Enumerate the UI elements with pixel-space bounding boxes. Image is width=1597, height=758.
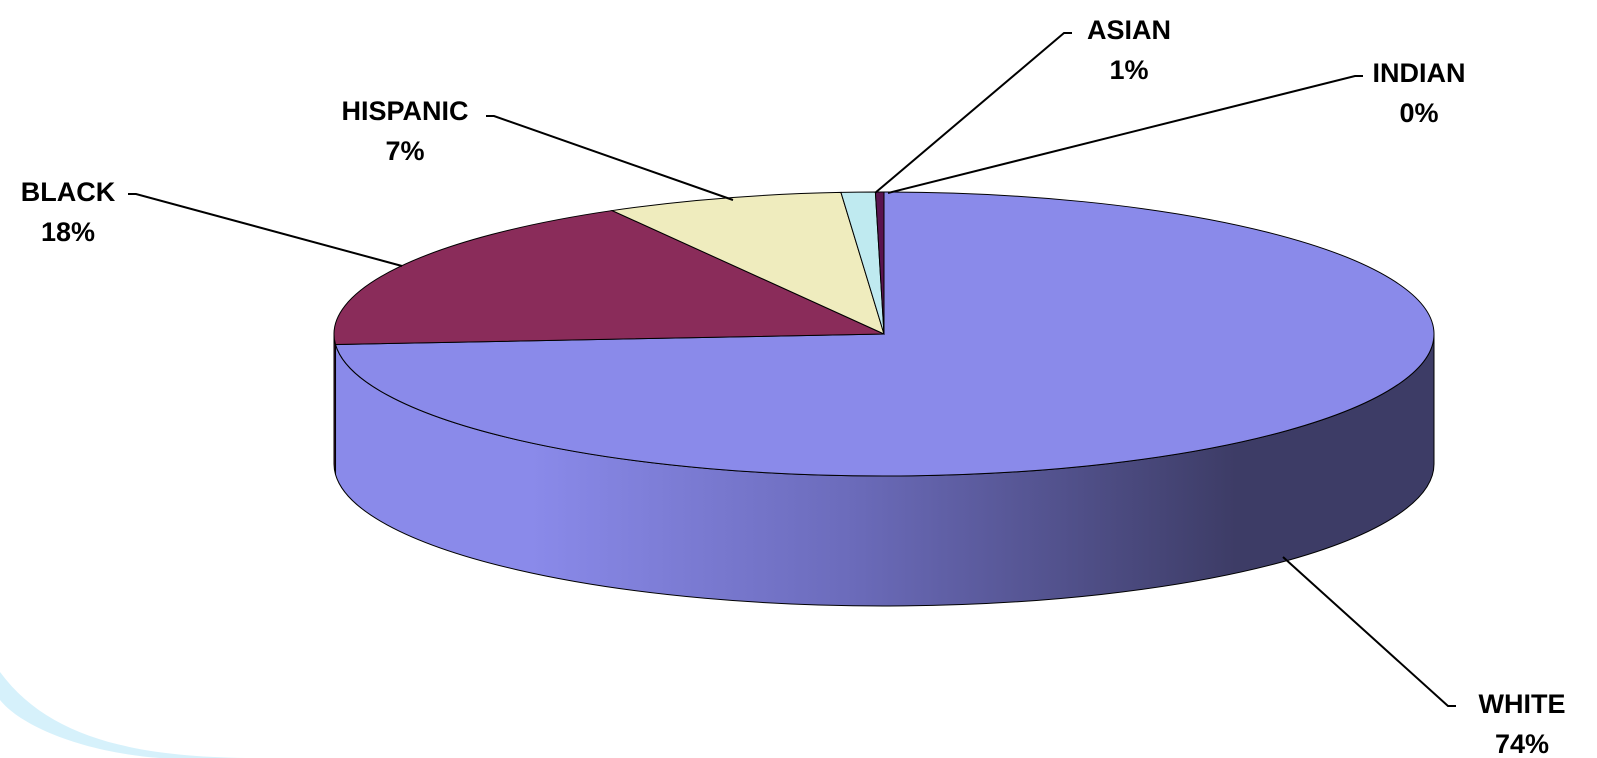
data-label-white-name: WHITE bbox=[1479, 689, 1566, 719]
pie-slice-hispanic bbox=[610, 191, 885, 335]
leader-line-white bbox=[1282, 556, 1456, 707]
data-label-hispanic-name: HISPANIC bbox=[341, 96, 468, 126]
data-labels: WHITE 74% BLACK 18% HISPANIC 7% ASIAN 1% INDIAN 0… bbox=[21, 15, 1566, 758]
leader-line-asian bbox=[874, 32, 1072, 194]
leader-lines bbox=[128, 32, 1456, 707]
pie-slice-black bbox=[333, 210, 885, 346]
leader-line-hispanic bbox=[486, 115, 734, 201]
leader-line-black bbox=[128, 193, 403, 267]
data-label-indian-name: INDIAN bbox=[1373, 58, 1466, 88]
pie-side-black bbox=[333, 333, 337, 475]
data-label-indian-value: 0% bbox=[1399, 98, 1438, 128]
data-label-asian-name: ASIAN bbox=[1087, 15, 1171, 45]
background-swoosh-decoration bbox=[0, 672, 260, 758]
pie-body bbox=[333, 191, 1435, 607]
data-label-black-value: 18% bbox=[41, 217, 95, 247]
pie-slice-white bbox=[334, 191, 1435, 477]
leader-line-indian bbox=[887, 75, 1363, 194]
data-label-white-value: 74% bbox=[1495, 729, 1549, 758]
data-label-asian-value: 1% bbox=[1109, 55, 1148, 85]
data-label-hispanic-value: 7% bbox=[385, 136, 424, 166]
data-label-black-name: BLACK bbox=[21, 177, 116, 207]
